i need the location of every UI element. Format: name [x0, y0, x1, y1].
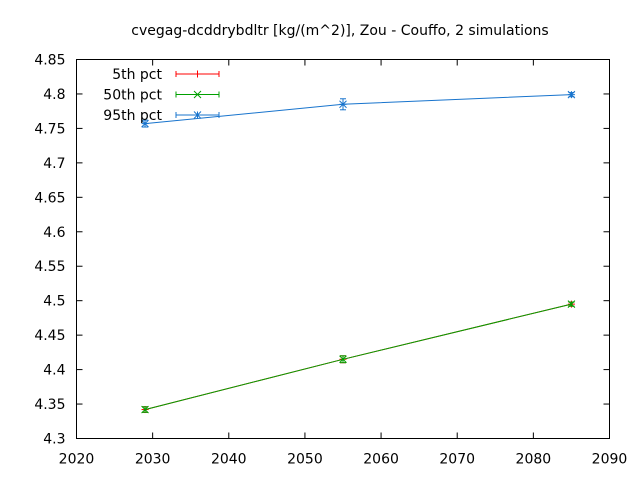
x-tick-label: 2030	[135, 452, 171, 468]
y-tick-label: 4.85	[34, 53, 65, 69]
x-tick-label: 2080	[516, 452, 552, 468]
series-line	[144, 94, 572, 125]
axes: 2020 2030 2040 2050 2060 2070 2080 2090 4.3 4.35 4…	[34, 53, 627, 468]
legend-label: 95th pct	[103, 108, 162, 124]
series-95th-pct	[141, 90, 576, 128]
data-point	[141, 405, 149, 414]
marker-stroke	[567, 300, 576, 308]
x-tick-label: 2090	[592, 452, 628, 468]
marker-stroke	[141, 119, 149, 128]
y-tick-label: 4.35	[34, 397, 65, 413]
x-tick-label: 2020	[59, 452, 95, 468]
x-tick-label: 2060	[363, 452, 399, 468]
y-tick-label: 4.5	[43, 294, 65, 310]
data-point	[339, 100, 347, 109]
legend: 5th pct 50th pct 95th pct	[103, 67, 220, 124]
y-tick-label: 4.7	[43, 156, 65, 172]
series-5th-pct	[141, 300, 575, 414]
marker-stroke	[567, 90, 576, 99]
data-point	[194, 70, 201, 78]
y-tick-label: 4.6	[43, 225, 65, 241]
data-point	[141, 119, 149, 128]
plot-frame	[76, 59, 610, 439]
data-point	[339, 355, 347, 364]
series-line	[144, 303, 572, 411]
legend-label: 50th pct	[103, 88, 162, 104]
y-tick-label: 4.8	[43, 87, 65, 103]
y-tick-label: 4.4	[43, 363, 65, 379]
series-layer	[141, 90, 576, 414]
legend-label: 5th pct	[112, 67, 162, 83]
data-point	[193, 90, 202, 99]
marker-stroke	[193, 90, 202, 99]
x-tick-label: 2070	[439, 452, 475, 468]
series-50th-pct	[141, 300, 576, 414]
marker-stroke	[193, 111, 202, 119]
data-point	[567, 90, 576, 99]
data-point	[567, 300, 576, 308]
x-tick-label: 2040	[211, 452, 247, 468]
y-tick-label: 4.55	[34, 259, 65, 275]
marker-stroke	[339, 100, 347, 109]
chart-title: cvegag-dcddrybdltr [kg/(m^2)], Zou - Cou…	[131, 23, 548, 39]
x-tick-label: 2050	[287, 452, 323, 468]
y-tick-label: 4.45	[34, 328, 65, 344]
marker-stroke	[339, 355, 347, 364]
y-tick-label: 4.65	[34, 190, 65, 206]
y-tick-label: 4.3	[43, 432, 65, 448]
data-point	[193, 111, 202, 119]
y-tick-label: 4.75	[34, 121, 65, 137]
marker-stroke	[141, 405, 149, 414]
